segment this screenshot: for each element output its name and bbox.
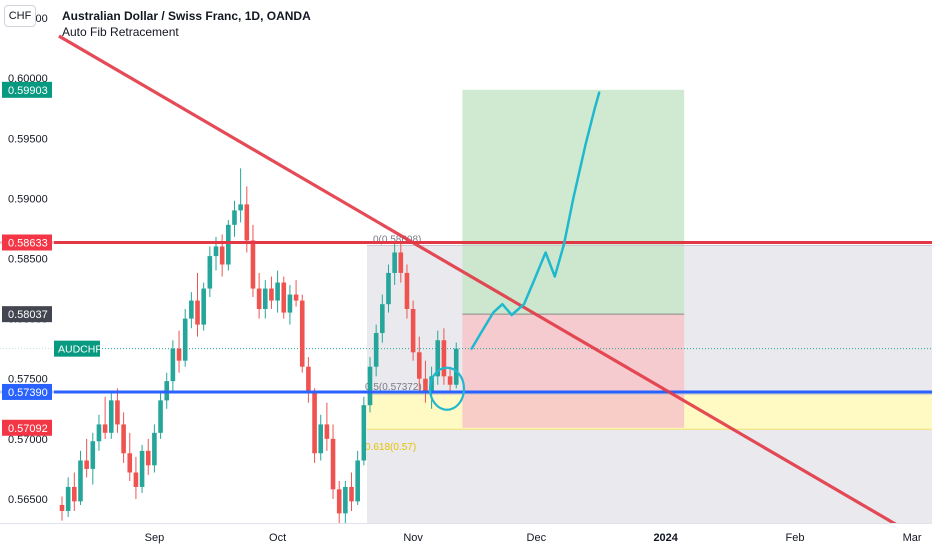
candle xyxy=(90,441,96,469)
candle xyxy=(139,450,145,487)
time-tick-label: Mar xyxy=(903,532,922,544)
candle xyxy=(219,246,225,265)
candle xyxy=(108,400,114,433)
candle xyxy=(318,424,324,454)
candle xyxy=(355,460,360,502)
time-tick-label: Feb xyxy=(786,532,805,544)
price-badge-label: 0.58633 xyxy=(8,238,48,250)
candle xyxy=(330,438,336,490)
candle xyxy=(189,300,194,319)
candle xyxy=(207,256,213,289)
price-badge-support xyxy=(2,383,52,400)
time-tick-label: Dec xyxy=(527,532,547,544)
candle xyxy=(404,272,410,309)
candle xyxy=(158,400,163,433)
candle xyxy=(287,294,293,313)
candle xyxy=(312,393,317,454)
symbol-badge-label: AUDCHF xyxy=(58,344,102,356)
candle xyxy=(65,486,71,511)
fib-level-label: 0.5(0.57372) xyxy=(365,382,422,393)
time-axis xyxy=(0,523,932,550)
candle xyxy=(423,378,428,394)
candle xyxy=(78,460,83,502)
symbol-badge xyxy=(54,340,100,357)
candle xyxy=(72,486,77,502)
candle xyxy=(380,304,385,334)
candle xyxy=(145,450,151,466)
price-tick-label: 0.57000 xyxy=(8,434,48,446)
candle xyxy=(275,282,280,301)
price-badge-label: 0.57390 xyxy=(8,387,48,399)
candle xyxy=(133,472,139,487)
fib-level-label: 0.618(0.57) xyxy=(365,442,416,453)
candle xyxy=(435,340,441,377)
candle xyxy=(386,272,391,305)
candle xyxy=(59,504,65,511)
candle xyxy=(226,224,231,265)
price-tick-label: 0.59500 xyxy=(8,133,48,145)
candle xyxy=(367,366,373,406)
candle xyxy=(373,333,379,367)
price-tick-label: 0.59000 xyxy=(8,193,48,205)
candle xyxy=(152,432,157,466)
candle xyxy=(392,252,397,273)
candle xyxy=(299,300,305,367)
candle xyxy=(121,424,126,454)
candle xyxy=(256,288,262,309)
candle xyxy=(195,300,200,325)
candle xyxy=(416,352,422,379)
candle xyxy=(447,376,453,385)
candle xyxy=(398,252,404,273)
highlight-circle xyxy=(428,366,466,411)
currency-badge[interactable]: CHF xyxy=(4,5,36,27)
time-tick-label: 2024 xyxy=(653,532,678,544)
candle xyxy=(441,340,447,377)
price-badge-resistance xyxy=(2,234,52,251)
time-tick-label: Sep xyxy=(145,532,165,544)
candle xyxy=(244,204,250,241)
candle xyxy=(232,210,237,225)
candle xyxy=(96,424,102,442)
price-badge-label: 0.57092 xyxy=(8,423,48,435)
time-tick-label: Nov xyxy=(403,532,423,544)
candle xyxy=(213,246,219,257)
price-tick-label: 0.56500 xyxy=(8,494,48,506)
candle xyxy=(281,282,287,313)
candle xyxy=(269,288,274,301)
candle xyxy=(429,376,434,394)
price-badge-entry xyxy=(2,306,52,323)
candle xyxy=(343,486,348,514)
price-tick-label: 0.58500 xyxy=(8,253,48,265)
candle xyxy=(262,288,268,309)
candle xyxy=(84,460,89,469)
loss-zone xyxy=(462,314,685,428)
candle xyxy=(306,366,311,394)
price-badge-label: 0.58037 xyxy=(8,309,48,321)
candle xyxy=(361,405,367,461)
candle xyxy=(182,318,188,361)
candle xyxy=(127,453,133,473)
projection-drawing xyxy=(470,91,601,350)
candle xyxy=(349,486,354,502)
candle xyxy=(324,424,330,439)
trendline xyxy=(58,34,901,528)
price-tick-label: 0.57500 xyxy=(8,374,48,386)
price-badge-stop xyxy=(2,419,52,436)
candle xyxy=(453,348,459,385)
candle xyxy=(238,204,243,211)
time-tick-label: Oct xyxy=(269,532,286,544)
candle xyxy=(115,400,120,425)
candle xyxy=(336,489,342,514)
candle xyxy=(102,424,108,433)
candle xyxy=(170,348,176,382)
price-badge-label: 0.59903 xyxy=(8,85,48,97)
candle xyxy=(293,294,299,301)
price-badge-target xyxy=(2,81,52,98)
candle xyxy=(410,308,416,353)
fib-level-label: 0(0.58608) xyxy=(373,235,421,246)
candle xyxy=(250,240,256,289)
candle xyxy=(176,348,182,361)
candle xyxy=(201,288,206,325)
